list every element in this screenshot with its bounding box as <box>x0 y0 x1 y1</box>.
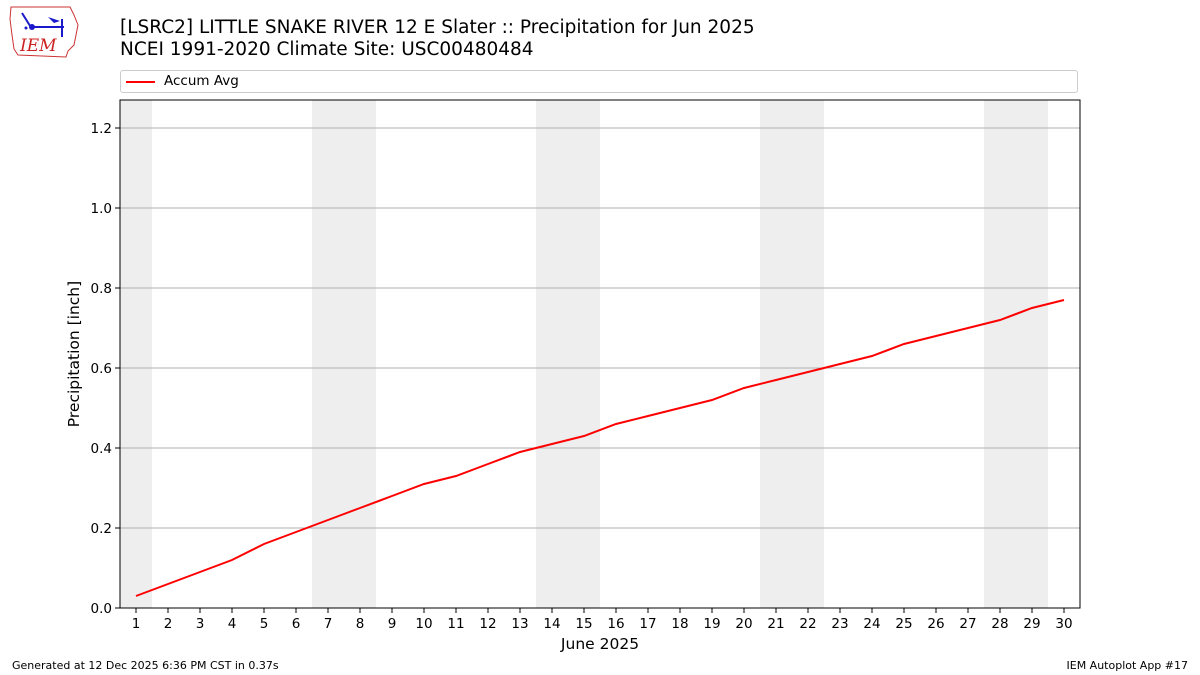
weekend-band-2 <box>312 100 376 608</box>
x-tick-label-1: 1 <box>132 616 141 632</box>
title-line-2: NCEI 1991-2020 Climate Site: USC00480484 <box>120 39 534 60</box>
y-tick-label-1: 0.2 <box>91 521 112 537</box>
x-tick-label-20: 20 <box>735 616 752 632</box>
x-tick-label-21: 21 <box>767 616 784 632</box>
x-tick-label-27: 27 <box>959 616 976 632</box>
y-tick-label-2: 0.4 <box>91 441 112 457</box>
y-tick-label-3: 0.6 <box>91 361 112 377</box>
logo-text: IEM <box>19 36 57 56</box>
x-tick-label-4: 4 <box>228 616 237 632</box>
x-tick-label-19: 19 <box>703 616 720 632</box>
weekend-band-3 <box>536 100 600 608</box>
x-tick-label-18: 18 <box>671 616 688 632</box>
weekend-band-1 <box>120 100 152 608</box>
x-tick-label-25: 25 <box>895 616 912 632</box>
x-tick-label-7: 7 <box>324 616 333 632</box>
y-tick-label-4: 0.8 <box>91 281 112 297</box>
legend-swatch-accum-avg <box>126 81 155 83</box>
x-tick-label-8: 8 <box>356 616 365 632</box>
y-tick-label-5: 1.0 <box>91 201 112 217</box>
y-axis-label: Precipitation [inch] <box>65 281 83 427</box>
x-tick-label-24: 24 <box>863 616 880 632</box>
x-tick-label-14: 14 <box>543 616 560 632</box>
iem-logo: IEM <box>8 5 80 59</box>
footer-app: IEM Autoplot App #17 <box>1066 659 1189 672</box>
x-tick-label-15: 15 <box>575 616 592 632</box>
weekend-band-4 <box>760 100 824 608</box>
x-tick-label-30: 30 <box>1055 616 1072 632</box>
x-tick-label-5: 5 <box>260 616 269 632</box>
x-tick-label-11: 11 <box>447 616 464 632</box>
series-line-accum-avg <box>135 299 1065 597</box>
x-tick-label-6: 6 <box>292 616 301 632</box>
x-tick-label-23: 23 <box>831 616 848 632</box>
footer-generated: Generated at 12 Dec 2025 6:36 PM CST in … <box>12 659 279 672</box>
legend-label-accum-avg: Accum Avg <box>164 73 239 89</box>
x-tick-label-17: 17 <box>639 616 656 632</box>
x-tick-label-28: 28 <box>991 616 1008 632</box>
x-tick-label-10: 10 <box>415 616 432 632</box>
x-tick-label-16: 16 <box>607 616 624 632</box>
x-tick-label-26: 26 <box>927 616 944 632</box>
x-tick-label-3: 3 <box>196 616 205 632</box>
x-tick-label-22: 22 <box>799 616 816 632</box>
y-tick-label-6: 1.2 <box>91 121 112 137</box>
x-axis-label: June 2025 <box>560 635 639 653</box>
x-tick-label-29: 29 <box>1023 616 1040 632</box>
x-tick-label-9: 9 <box>388 616 397 632</box>
x-tick-label-12: 12 <box>479 616 496 632</box>
x-tick-label-2: 2 <box>164 616 173 632</box>
y-tick-label-0: 0.0 <box>91 601 112 617</box>
legend: Accum Avg <box>120 70 1078 93</box>
x-tick-label-13: 13 <box>511 616 528 632</box>
weekend-band-5 <box>984 100 1048 608</box>
chart-title: [LSRC2] LITTLE SNAKE RIVER 12 E Slater :… <box>120 17 755 61</box>
title-line-1: [LSRC2] LITTLE SNAKE RIVER 12 E Slater :… <box>120 17 755 38</box>
